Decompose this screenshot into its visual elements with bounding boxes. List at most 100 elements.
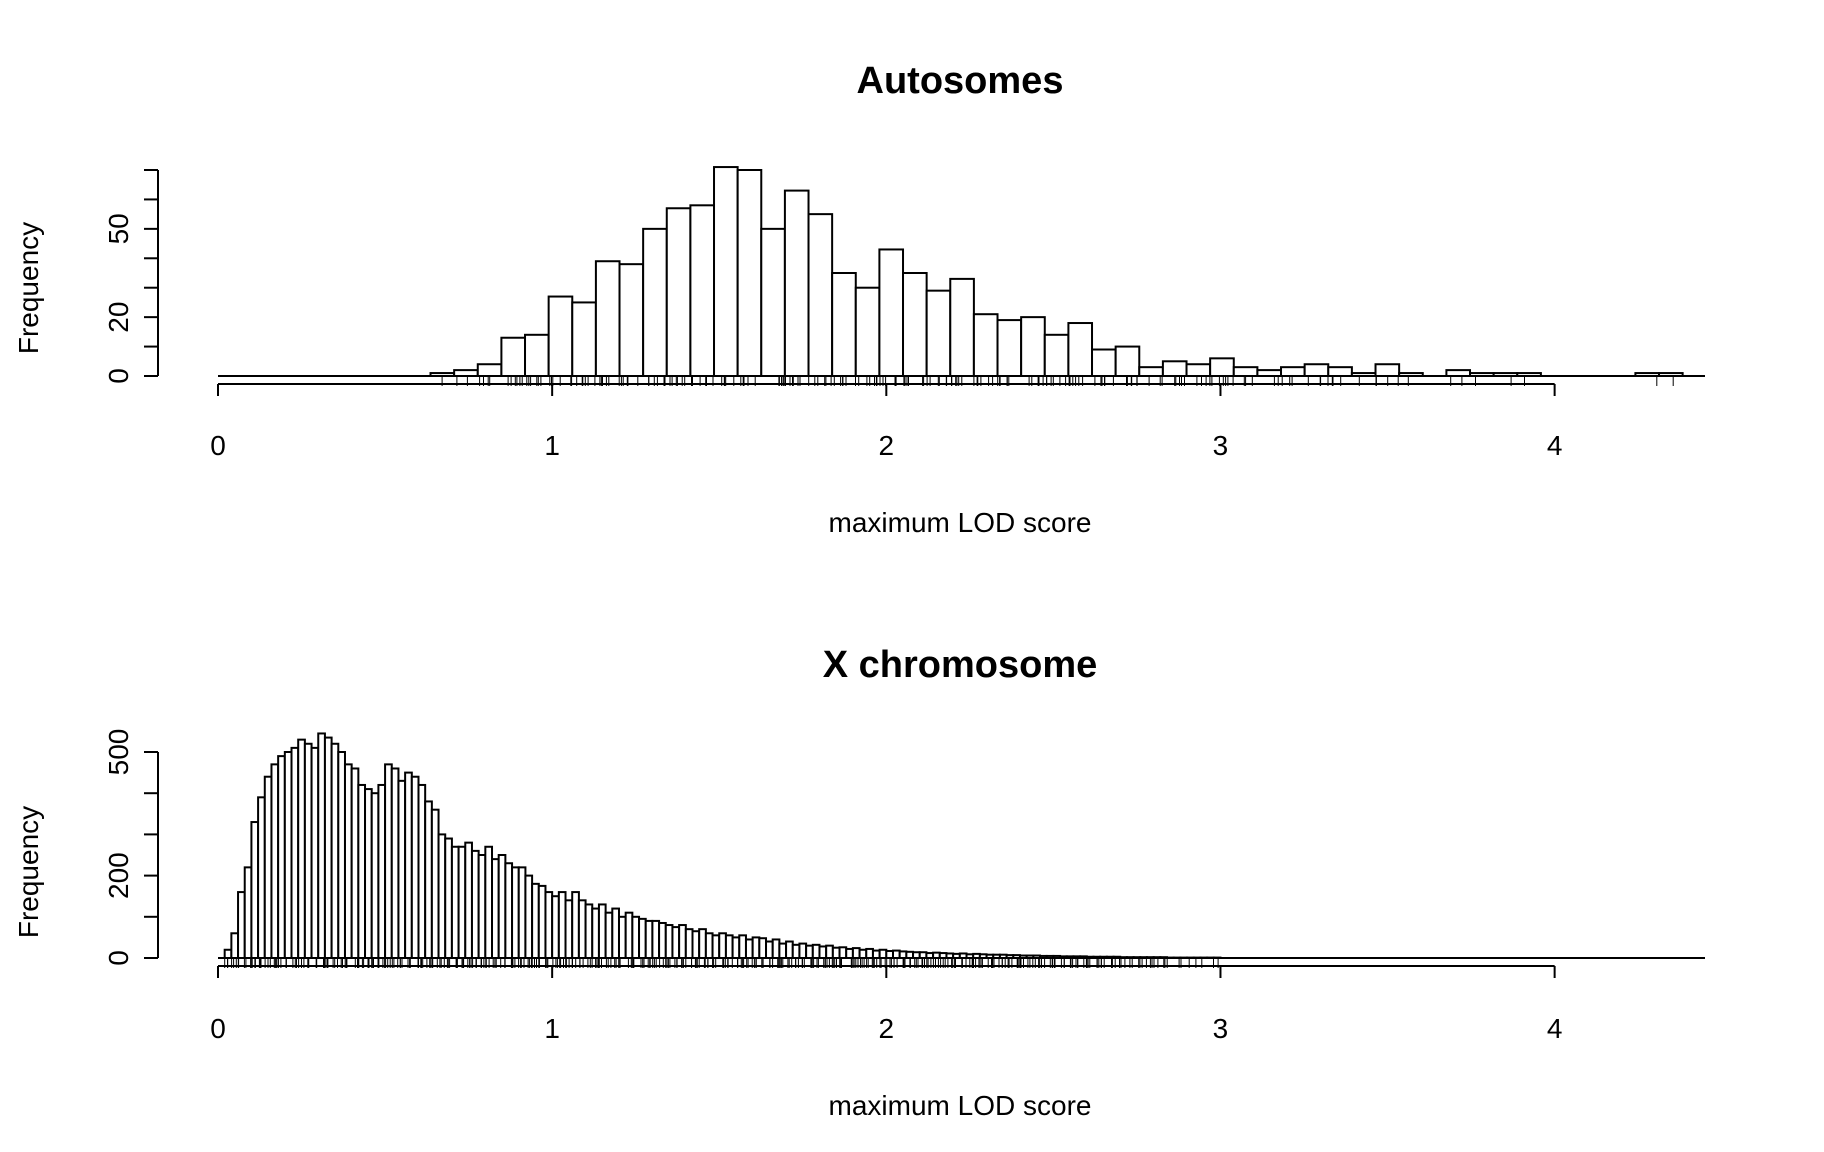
autosomes-bar <box>1374 363 1401 378</box>
x-chromosome-bar <box>270 763 280 959</box>
x-chromosome-bar <box>631 915 641 959</box>
x-chromosome-bar <box>404 771 413 959</box>
x-chromosome-bar <box>912 951 921 959</box>
x-chromosome-x-tick-label: 1 <box>544 1013 560 1044</box>
x-chromosome-bar <box>958 952 968 959</box>
autosomes-bar <box>476 363 503 378</box>
autosomes-y-tick-label: 50 <box>103 213 134 244</box>
x-chromosome-bar <box>230 932 240 960</box>
x-chromosome-bar <box>1152 956 1162 959</box>
autosomes-bar <box>618 263 645 378</box>
autosomes-bar <box>831 272 857 377</box>
x-chromosome-bar <box>277 755 286 959</box>
x-chromosome-bar <box>591 907 600 959</box>
autosomes-bar <box>1516 372 1542 377</box>
x-chromosome-bar <box>998 953 1008 960</box>
x-chromosome-bar <box>1099 955 1108 960</box>
x-chromosome-bar <box>557 891 567 960</box>
x-chromosome-bar <box>865 947 874 960</box>
x-chromosome-y-tick-label: 200 <box>103 852 134 899</box>
x-chromosome-bar <box>1018 954 1028 960</box>
x-chromosome-bar <box>611 907 620 959</box>
x-chromosome-bar <box>1005 954 1015 959</box>
x-chromosome-bar <box>597 903 607 960</box>
x-chromosome-bar <box>1145 956 1155 959</box>
autosomes-panel: Autosomes maximum LOD score Frequency 0 1… <box>13 60 1705 538</box>
x-chromosome-bar <box>858 948 868 960</box>
autosomes-bar <box>453 369 479 377</box>
x-chromosome-bar <box>243 866 253 959</box>
x-chromosome-bar <box>390 767 400 959</box>
x-chromosome-xlabel: maximum LOD score <box>829 1090 1092 1121</box>
x-chromosome-bar <box>1119 956 1128 959</box>
x-chromosome-bar <box>825 944 834 960</box>
x-chromosome-bar <box>377 783 387 960</box>
x-chromosome-bar <box>551 895 560 960</box>
x-chromosome-bar <box>644 919 654 959</box>
x-chromosome-bar <box>918 951 928 959</box>
x-chromosome-bar <box>263 775 273 959</box>
x-chromosome-bar <box>484 845 494 960</box>
x-chromosome-bar <box>744 938 754 960</box>
x-chromosome-bar <box>290 746 300 959</box>
x-chromosome-bar <box>364 788 373 960</box>
x-chromosome-bar <box>537 884 547 960</box>
autosomes-bar <box>949 277 975 378</box>
x-chromosome-bar <box>711 934 721 960</box>
x-chromosome-bar <box>805 944 814 960</box>
x-chromosome-y-tick-label: 0 <box>103 950 134 966</box>
autosomes-x-tick-label: 2 <box>879 430 895 461</box>
x-chromosome-bar <box>357 783 367 960</box>
autosomes-bar <box>1067 322 1094 377</box>
autosomes-bar <box>783 189 810 377</box>
x-chromosome-bar <box>818 945 828 960</box>
x-chromosome-bar <box>1105 955 1115 960</box>
x-chromosome-bar <box>544 891 554 960</box>
autosomes-bar <box>713 166 739 377</box>
x-chromosome-bar <box>517 866 527 959</box>
x-chromosome-bar <box>952 952 961 960</box>
x-chromosome-bar <box>323 736 333 960</box>
x-chromosome-bar <box>845 947 854 960</box>
x-chromosome-bar <box>965 953 975 959</box>
x-chromosome-bar <box>617 915 627 959</box>
autosomes-y-tick-label: 0 <box>103 368 134 384</box>
autosomes-bar <box>925 289 952 377</box>
x-chromosome-bars <box>218 732 1705 960</box>
x-chromosome-bar <box>250 821 260 959</box>
x-chromosome-panel: X chromosome maximum LOD score Frequency… <box>13 644 1705 1121</box>
autosomes-bar <box>1138 366 1164 378</box>
x-chromosome-bar <box>337 751 346 959</box>
x-chromosome-bar <box>1059 955 1068 959</box>
x-chromosome-bar <box>310 746 320 959</box>
x-chromosome-bar <box>511 866 520 959</box>
x-chromosome-bar <box>477 854 487 959</box>
x-chromosome-bar <box>223 948 233 960</box>
autosomes-x-tick-label: 1 <box>544 430 560 461</box>
x-chromosome-bar <box>978 953 988 959</box>
x-chromosome-bar <box>992 953 1001 960</box>
x-chromosome-x-tick-label: 0 <box>210 1013 226 1044</box>
autosomes-bar <box>1280 366 1306 378</box>
x-chromosome-x-tick-label: 3 <box>1213 1013 1229 1044</box>
x-chromosome-x-tick-label: 2 <box>879 1013 895 1044</box>
autosomes-y-tick-label: 20 <box>103 302 134 333</box>
x-chromosome-bar <box>751 936 761 960</box>
x-chromosome-bar <box>303 742 313 960</box>
x-chromosome-bar <box>350 767 360 959</box>
x-chromosome-bar <box>878 948 888 960</box>
autosomes-bar <box>1445 369 1472 377</box>
x-chromosome-bar <box>658 921 667 959</box>
x-chromosome-bar <box>1092 955 1102 960</box>
x-chromosome-bar <box>237 891 246 960</box>
x-chromosome-bar <box>638 917 647 959</box>
x-chromosome-bar <box>564 899 574 960</box>
x-chromosome-bar <box>524 874 534 959</box>
autosomes-bar <box>1020 316 1046 378</box>
x-chromosome-bar <box>1159 956 1168 959</box>
x-chromosome-bar <box>397 779 407 960</box>
x-chromosome-bar <box>985 953 995 960</box>
x-chromosome-bar <box>424 800 433 959</box>
x-chromosome-bar <box>343 763 353 959</box>
